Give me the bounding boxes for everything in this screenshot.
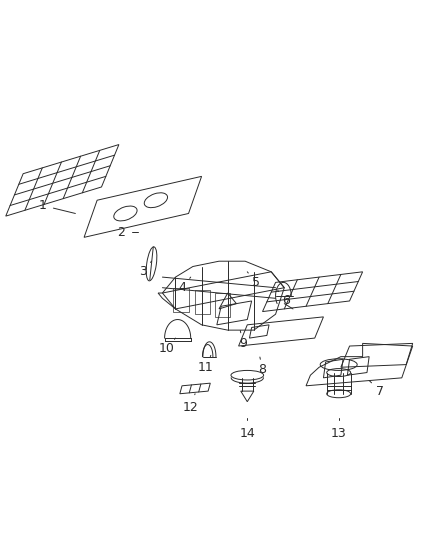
Text: 5: 5	[252, 276, 260, 289]
Text: 1: 1	[39, 199, 47, 212]
Text: 2: 2	[117, 225, 125, 239]
Text: 13: 13	[331, 427, 346, 440]
Text: 10: 10	[159, 342, 175, 355]
Text: 8: 8	[258, 364, 266, 376]
Text: 11: 11	[198, 361, 214, 374]
Text: 3: 3	[139, 265, 147, 278]
Text: 14: 14	[240, 427, 255, 440]
Text: 9: 9	[239, 337, 247, 350]
Text: 6: 6	[283, 294, 290, 308]
Text: 12: 12	[183, 400, 198, 414]
Text: 7: 7	[376, 385, 384, 398]
Text: 4: 4	[178, 281, 186, 294]
